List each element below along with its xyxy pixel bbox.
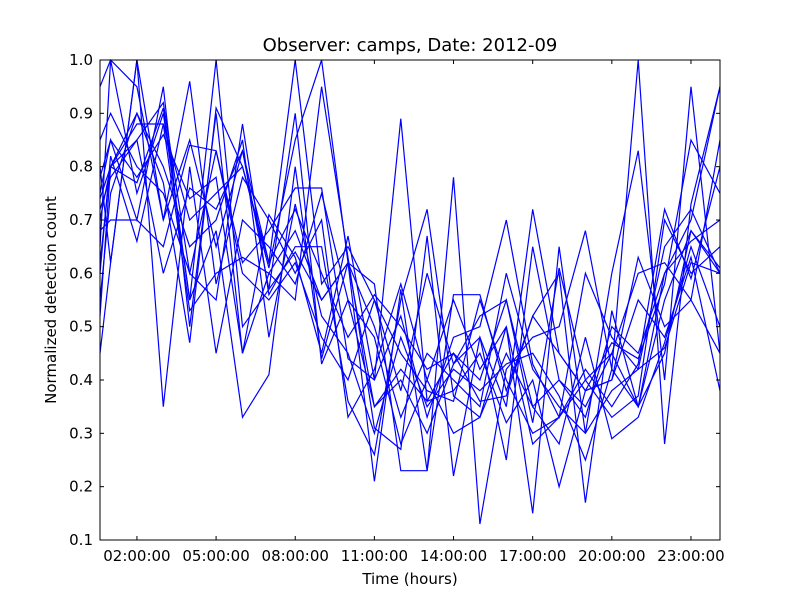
y-tick-label-2: 0.2 xyxy=(69,478,93,496)
x-axis-label: Time (hours) xyxy=(361,570,457,588)
y-tick-label-3: 0.3 xyxy=(69,424,93,442)
chart-title: Observer: camps, Date: 2012-09 xyxy=(263,35,558,56)
x-tick-label-4: 11:00:00 xyxy=(341,547,408,565)
x-tick-label-1: 02:00:00 xyxy=(103,547,170,565)
series-line-10 xyxy=(99,144,721,420)
x-tick-label-5: 14:00:00 xyxy=(420,547,487,565)
series-line-12 xyxy=(99,118,721,503)
series-line-11 xyxy=(99,86,721,514)
y-tick-label-1: 0.1 xyxy=(69,531,93,549)
series-line-4 xyxy=(99,138,721,435)
series-line-13 xyxy=(99,86,721,477)
x-axis-ticks: 02:00:00 05:00:00 08:00:00 11:00:00 14:00:00… xyxy=(103,60,725,565)
series-line-3 xyxy=(99,86,721,461)
y-tick-label-7: 0.7 xyxy=(69,211,93,229)
x-tick-label-6: 17:00:00 xyxy=(499,547,566,565)
y-tick-label-4: 0.4 xyxy=(69,371,93,389)
x-tick-label-3: 08:00:00 xyxy=(262,547,329,565)
series-line-14 xyxy=(99,59,721,525)
x-tick-label-2: 05:00:00 xyxy=(182,547,249,565)
y-axis-label: Normalized detection count xyxy=(42,196,60,404)
y-tick-label-9: 0.9 xyxy=(69,104,93,122)
y-tick-label-10: 1.0 xyxy=(69,51,93,69)
plot-frame xyxy=(99,59,721,541)
plot-background xyxy=(100,60,720,540)
series-line-8 xyxy=(99,59,721,446)
x-tick-label-8: 23:00:00 xyxy=(657,547,724,565)
series-line-9 xyxy=(99,59,721,446)
y-tick-label-5: 0.5 xyxy=(69,318,93,336)
series-layer xyxy=(99,58,721,525)
series-line-6 xyxy=(99,59,721,423)
y-tick-label-6: 0.6 xyxy=(69,264,93,282)
y-tick-label-8: 0.8 xyxy=(69,158,93,176)
series-line-1 xyxy=(99,58,721,419)
x-tick-label-7: 20:00:00 xyxy=(578,547,645,565)
y-axis-ticks: 0.1 0.2 0.3 0.4 0.5 0.6 0.7 0.8 0.9 1.0 xyxy=(69,51,720,549)
series-line-15 xyxy=(99,107,721,472)
